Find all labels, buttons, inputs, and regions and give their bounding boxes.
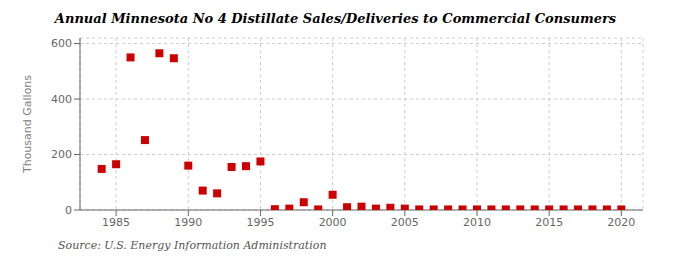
svg-text:600: 600 <box>51 37 72 50</box>
svg-text:0: 0 <box>65 204 72 217</box>
svg-text:2020: 2020 <box>607 216 635 229</box>
svg-text:1995: 1995 <box>246 216 274 229</box>
svg-text:2000: 2000 <box>319 216 347 229</box>
svg-text:Thousand Gallons: Thousand Gallons <box>21 75 34 174</box>
html-text:Source: U.S. Energy Informatio: Source: U.S. Energy Information Administ… <box>58 239 327 252</box>
svg-text:2010: 2010 <box>463 216 491 229</box>
svg-text:2005: 2005 <box>391 216 419 229</box>
svg-text:2015: 2015 <box>535 216 563 229</box>
svg-text:400: 400 <box>51 93 72 106</box>
html-text:Annual Minnesota No 4 Distilla: Annual Minnesota No 4 Distillate Sales/D… <box>54 11 617 26</box>
svg-text:1990: 1990 <box>174 216 202 229</box>
svg-text:1985: 1985 <box>102 216 130 229</box>
svg-text:200: 200 <box>51 148 72 161</box>
